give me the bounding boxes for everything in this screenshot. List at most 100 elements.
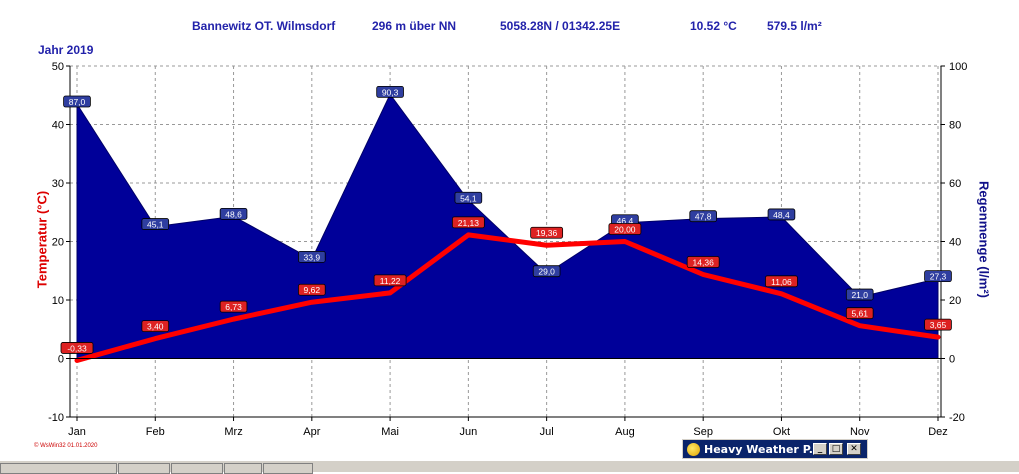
y-tick-label-left: -10 [48,412,64,424]
temperature-line-layer [74,232,941,363]
temp-data-label: 11,06 [765,275,798,288]
y-tick-label-right: 80 [949,120,961,132]
y-tick-label-right: 60 [949,178,961,190]
x-tick-label: Jan [68,426,86,438]
temp-data-label-text: 9,62 [304,285,321,295]
y-tick-label-left: 10 [52,295,64,307]
temp-data-label: 19,36 [530,226,564,239]
rain-data-label-text: 47,8 [695,212,712,222]
temp-data-label-text: 20,00 [614,225,636,235]
total-rainfall: 579.5 l/m² [767,19,822,33]
rain-data-label: 45,1 [141,218,170,230]
x-tick-label: Mrz [224,426,242,438]
rain-data-label: 90,3 [376,85,404,98]
temp-data-label-text: 3,40 [147,322,164,332]
temperature-line [74,232,941,363]
rain-data-label-text: 33,9 [304,252,321,262]
heavy-weather-window[interactable]: Heavy Weather P... _ □ ✕ [682,439,868,459]
rain-area-layer [76,93,939,359]
minimize-button[interactable]: _ [813,443,827,455]
x-tick-label: Apr [303,426,320,438]
temp-data-label-text: 5,61 [851,309,868,319]
rain-data-label-text: 90,3 [382,87,399,97]
x-tick-label: Okt [773,426,790,438]
rain-data-label-box [845,288,874,301]
temp-data-label: 14,36 [686,256,720,268]
x-tick-label: Nov [850,426,870,438]
y-tick-label-left: 20 [52,237,64,249]
temp-data-label-box [530,226,564,239]
x-tick-label: Dez [928,426,948,438]
temp-data-label-text: 14,36 [693,257,715,267]
close-button[interactable]: ✕ [847,443,861,455]
temp-data-label: 9,62 [298,283,326,296]
rain-data-label: 21,0 [845,288,874,301]
rain-data-label: 47,8 [689,210,717,223]
rain-data-label-text: 87,0 [69,97,86,107]
rain-data-label: 33,9 [298,250,326,263]
temp-data-label-box [141,320,170,333]
rain-area [76,93,939,359]
x-tick-label: Jul [540,426,554,438]
rain-data-label-text: 48,4 [773,210,790,220]
temp-data-label-text: 11,22 [380,276,401,286]
y-tick-label-right: 0 [949,354,955,366]
rain-data-label-text: 54,1 [460,193,477,203]
rain-data-label: 87,0 [63,95,91,108]
temp-data-label-box [765,275,798,288]
chart-header: Bannewitz OT. Wilmsdorf 296 m über NN 50… [0,19,1019,37]
temp-data-label-box [219,300,248,313]
x-tick-label: Aug [615,426,635,438]
rain-data-label: 46,4 [611,214,639,227]
temp-data-label-box [373,274,407,287]
x-tick-label: Feb [146,426,165,438]
temp-data-label: 3,65 [924,318,952,331]
temp-data-label: 20,00 [608,223,642,235]
y-tick-label-left: 40 [52,120,64,132]
rain-data-label-text: 45,1 [147,220,164,230]
temp-data-label-text: -0,33 [67,343,87,353]
copyright-note: © WsWin32 01.01.2020 [34,443,98,449]
rain-data-label: 27,3 [924,270,952,283]
window-title: Heavy Weather P... [704,443,822,456]
rain-data-label-box [454,191,483,204]
rain-data-label-text: 27,3 [930,272,947,282]
y-tick-label-right: 20 [949,295,961,307]
x-tick-label: Mai [381,426,399,438]
rain-data-label-box [63,95,91,108]
temp-data-label-box [451,216,485,229]
rain-data-label-box [689,210,717,223]
taskbar-button[interactable] [118,463,170,474]
temp-data-label-box [845,307,874,320]
rain-data-label-box [219,207,248,220]
y-tick-label-left: 50 [52,61,64,73]
taskbar-button[interactable] [224,463,262,474]
rain-data-label: 54,1 [454,191,483,204]
taskbar-button[interactable] [171,463,223,474]
temp-data-label: 3,40 [141,320,170,333]
taskbar-start-area[interactable] [0,463,117,474]
rain-data-label: 48,4 [767,208,796,221]
rain-data-label-text: 21,0 [851,290,868,300]
average-temperature: 10.52 °C [690,19,737,33]
y-tick-label-right: 100 [949,61,967,73]
station-name: Bannewitz OT. Wilmsdorf [192,19,336,33]
temp-data-label-box [298,283,326,296]
rain-data-label-box [298,250,326,263]
y-tick-label-right: -20 [949,412,965,424]
sun-icon [687,443,700,456]
rain-data-label-text: 48,6 [225,209,242,219]
taskbar-button[interactable] [263,463,313,474]
axes: -10 0 10 20 30 40 50 -20 0 20 40 60 80 100 Jan Feb Mrz Ap… [48,61,967,438]
temp-data-label: 5,61 [845,307,874,320]
temp-data-label-text: 19,36 [536,228,558,238]
y-tick-label-right: 40 [949,237,961,249]
y-axis-right-title: Regenmenge (l/m²) [976,180,992,298]
rain-data-label-box [767,208,796,221]
temp-data-label: 21,13 [451,216,485,229]
maximize-button[interactable]: □ [829,443,843,455]
temp-data-label-text: 21,13 [458,218,480,228]
rain-data-label-text: 46,4 [617,216,634,226]
year-label: Jahr 2019 [38,43,94,57]
